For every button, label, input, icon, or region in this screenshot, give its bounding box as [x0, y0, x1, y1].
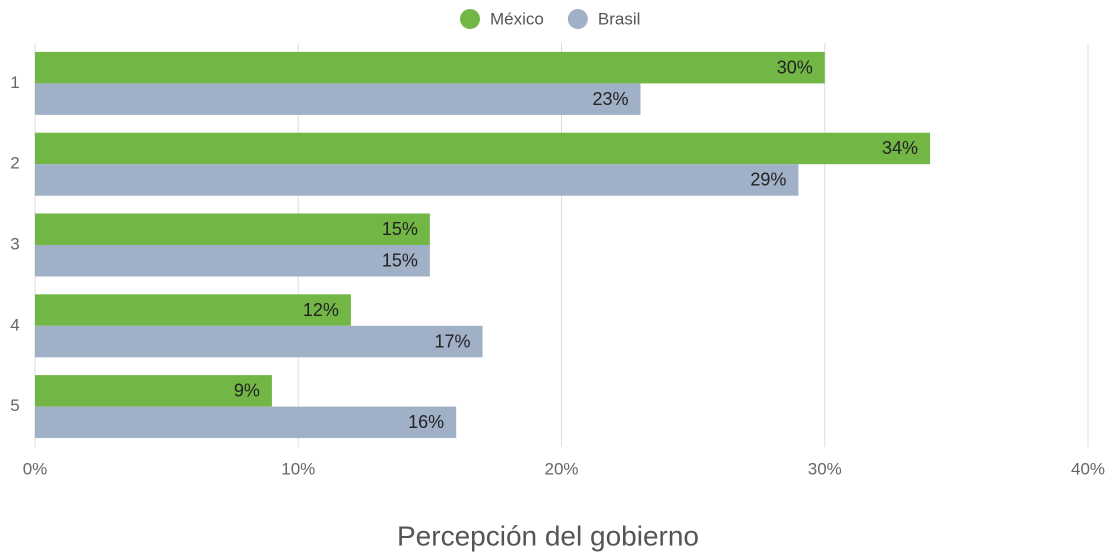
- x-axis-title: Percepción del gobierno: [397, 520, 699, 551]
- bar: [35, 294, 351, 326]
- data-label: 30%: [777, 57, 813, 77]
- data-label: 12%: [303, 300, 339, 320]
- x-tick-label: 40%: [1071, 459, 1105, 478]
- bar: [35, 132, 931, 165]
- x-tick-label: 30%: [808, 459, 842, 478]
- data-label: 16%: [408, 412, 444, 432]
- bar: [35, 375, 272, 407]
- data-label: 17%: [434, 331, 470, 351]
- y-tick-label: 5: [10, 396, 19, 415]
- data-label: 23%: [592, 89, 628, 109]
- y-tick-label: 4: [10, 315, 19, 334]
- y-tick-label: 2: [10, 154, 19, 173]
- data-label: 15%: [382, 251, 418, 271]
- bar: [35, 325, 483, 358]
- data-label: 29%: [750, 170, 786, 190]
- bar: [35, 51, 825, 84]
- legend-swatch: [567, 9, 588, 29]
- y-tick-label: 3: [10, 234, 19, 253]
- bar: [35, 83, 641, 115]
- x-tick-label: 0%: [23, 459, 48, 478]
- bar: [35, 164, 799, 196]
- bar: [35, 213, 430, 245]
- bar: [35, 245, 430, 277]
- legend-label: Brasil: [598, 9, 641, 28]
- data-label: 15%: [382, 219, 418, 239]
- bar: [35, 406, 457, 439]
- legend-swatch: [460, 9, 480, 29]
- x-tick-label: 20%: [544, 459, 578, 478]
- data-label: 34%: [882, 138, 918, 158]
- x-tick-label: 10%: [281, 459, 315, 478]
- legend-label: México: [490, 9, 544, 28]
- data-label: 9%: [234, 381, 260, 401]
- y-tick-label: 1: [10, 73, 19, 92]
